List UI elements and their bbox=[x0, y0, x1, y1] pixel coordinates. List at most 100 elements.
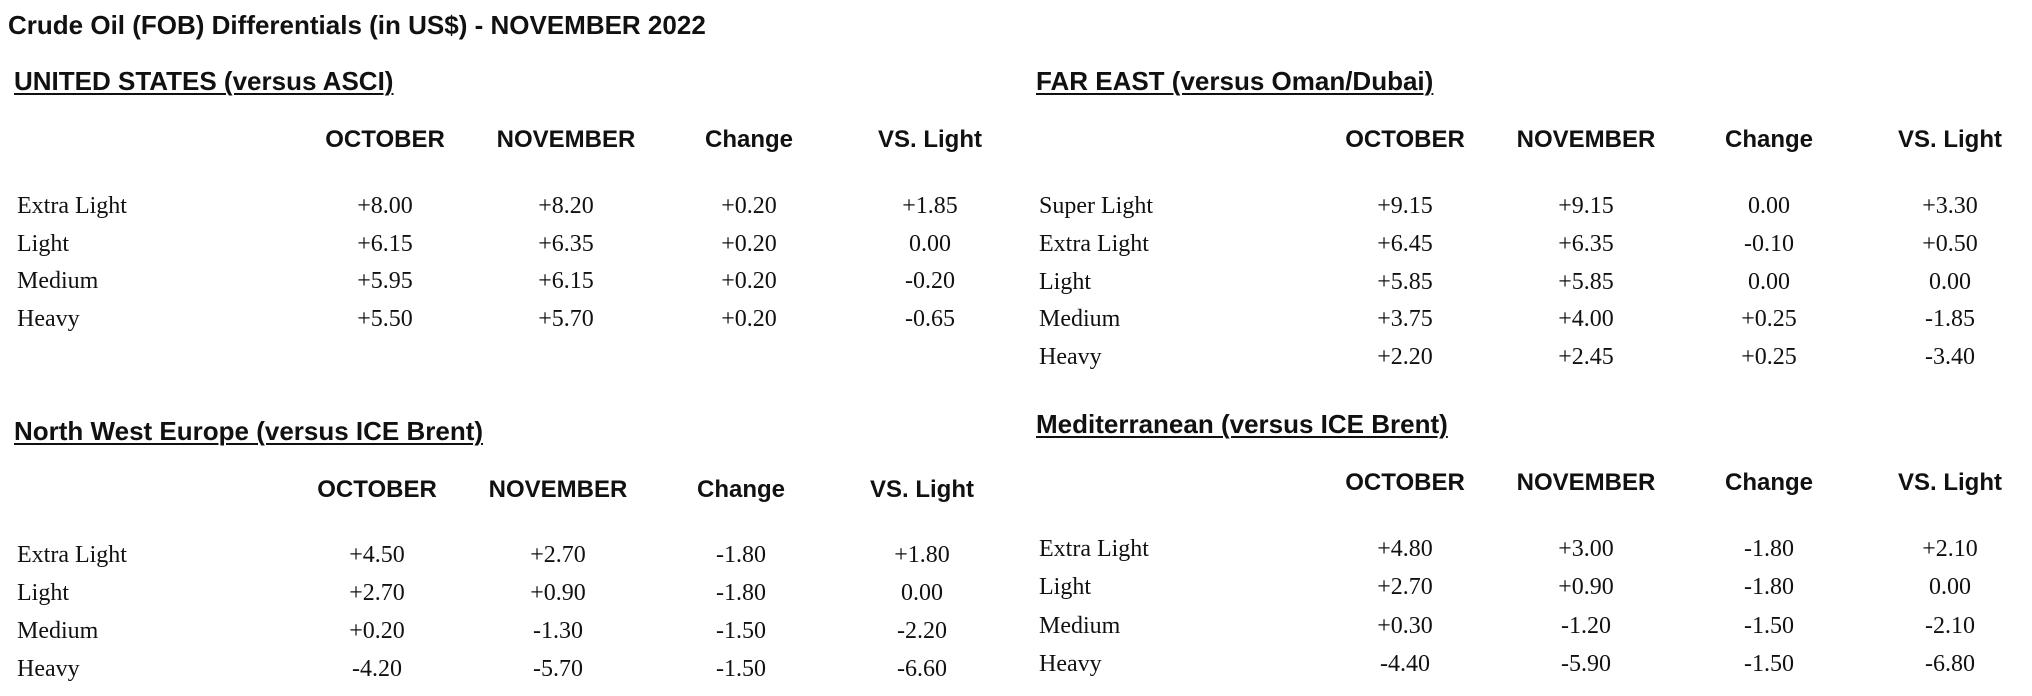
row-label: Heavy bbox=[17, 656, 80, 682]
cell-value: +5.70 bbox=[538, 305, 594, 332]
cell-value: +6.35 bbox=[538, 230, 594, 257]
column-header: NOVEMBER bbox=[1516, 469, 1656, 496]
cell-value: +0.25 bbox=[1741, 344, 1797, 371]
column-header: OCTOBER bbox=[325, 126, 445, 153]
section-heading: FAR EAST (versus Oman/Dubai) bbox=[1036, 66, 1434, 96]
column-header: VS. Light bbox=[1898, 126, 2002, 153]
cell-value: -5.70 bbox=[533, 656, 583, 682]
column-header: Change bbox=[704, 126, 794, 153]
cell-value: 0.00 bbox=[909, 230, 951, 257]
column-header: Change bbox=[1724, 126, 1814, 153]
cell-value: 0.00 bbox=[1929, 268, 1971, 295]
cell-value: +0.20 bbox=[721, 268, 777, 295]
row-label: Medium bbox=[17, 618, 99, 644]
row-label: Extra Light bbox=[17, 193, 127, 219]
cell-value: -3.40 bbox=[1925, 344, 1975, 371]
row-label: Heavy bbox=[1039, 651, 1102, 678]
cell-value: -4.20 bbox=[352, 656, 402, 682]
section-heading: Mediterranean (versus ICE Brent) bbox=[1036, 409, 1448, 439]
cell-value: -2.20 bbox=[897, 618, 947, 644]
cell-value: +5.85 bbox=[1558, 268, 1614, 295]
row-label: Heavy bbox=[1039, 344, 1102, 371]
cell-value: +0.90 bbox=[1558, 574, 1614, 601]
column-header: Change bbox=[696, 476, 786, 503]
cell-value: +3.75 bbox=[1377, 306, 1433, 333]
column-header: OCTOBER bbox=[1345, 126, 1465, 153]
row-label: Light bbox=[1039, 268, 1091, 295]
cell-value: +2.70 bbox=[1377, 574, 1433, 601]
column-header: NOVEMBER bbox=[488, 476, 628, 503]
cell-value: -1.30 bbox=[533, 618, 583, 644]
cell-value: -1.80 bbox=[716, 542, 766, 568]
cell-value: -1.80 bbox=[1744, 536, 1794, 562]
cell-value: +8.20 bbox=[538, 193, 594, 219]
cell-value: 0.00 bbox=[901, 580, 943, 606]
section-heading: North West Europe (versus ICE Brent) bbox=[14, 416, 484, 446]
cell-value: +5.85 bbox=[1377, 268, 1433, 295]
cell-value: -5.90 bbox=[1561, 651, 1611, 678]
row-label: Medium bbox=[1039, 306, 1121, 333]
column-header: NOVEMBER bbox=[496, 126, 636, 153]
cell-value: -1.50 bbox=[1744, 651, 1794, 678]
column-header: OCTOBER bbox=[1345, 469, 1465, 496]
cell-value: -1.50 bbox=[716, 618, 766, 644]
cell-value: +4.50 bbox=[349, 542, 405, 568]
cell-value: -0.10 bbox=[1744, 230, 1794, 257]
cell-value: +9.15 bbox=[1377, 193, 1433, 219]
row-label: Light bbox=[1039, 574, 1091, 601]
row-label: Super Light bbox=[1039, 193, 1153, 219]
cell-value: +6.35 bbox=[1558, 230, 1614, 257]
cell-value: -6.60 bbox=[897, 656, 947, 682]
cell-value: -6.80 bbox=[1925, 651, 1975, 678]
row-label: Light bbox=[17, 580, 69, 606]
cell-value: +6.15 bbox=[357, 230, 413, 257]
row-label: Extra Light bbox=[1039, 230, 1149, 257]
row-label: Heavy bbox=[17, 305, 80, 332]
column-header: OCTOBER bbox=[317, 476, 437, 503]
row-label: Medium bbox=[1039, 612, 1121, 639]
column-header: NOVEMBER bbox=[1516, 126, 1656, 153]
cell-value: +0.20 bbox=[721, 305, 777, 332]
cell-value: +0.20 bbox=[721, 230, 777, 257]
cell-value: -2.10 bbox=[1925, 612, 1975, 639]
row-label: Extra Light bbox=[1039, 536, 1149, 562]
row-label: Light bbox=[17, 230, 69, 257]
column-header: VS. Light bbox=[1898, 469, 2002, 496]
cell-value: 0.00 bbox=[1748, 268, 1790, 295]
column-header: VS. Light bbox=[870, 476, 974, 503]
cell-value: +2.70 bbox=[349, 580, 405, 606]
section-heading: UNITED STATES (versus ASCI) bbox=[14, 66, 394, 96]
cell-value: -1.80 bbox=[716, 580, 766, 606]
row-label: Extra Light bbox=[17, 542, 127, 568]
cell-value: +5.95 bbox=[357, 268, 413, 295]
cell-value: -1.20 bbox=[1561, 612, 1611, 639]
cell-value: -1.85 bbox=[1925, 306, 1975, 333]
cell-value: 0.00 bbox=[1929, 574, 1971, 601]
cell-value: -0.20 bbox=[905, 268, 955, 295]
cell-value: +0.50 bbox=[1922, 230, 1978, 257]
cell-value: -1.50 bbox=[716, 656, 766, 682]
cell-value: +2.10 bbox=[1922, 536, 1978, 562]
cell-value: +3.30 bbox=[1922, 193, 1978, 219]
cell-value: +3.00 bbox=[1558, 536, 1614, 562]
cell-value: +5.50 bbox=[357, 305, 413, 332]
cell-value: +6.15 bbox=[538, 268, 594, 295]
cell-value: +4.80 bbox=[1377, 536, 1433, 562]
cell-value: +2.70 bbox=[530, 542, 586, 568]
cell-value: +8.00 bbox=[357, 193, 413, 219]
cell-value: +2.45 bbox=[1558, 344, 1614, 371]
cell-value: +0.20 bbox=[721, 193, 777, 219]
page-title: Crude Oil (FOB) Differentials (in US$) -… bbox=[8, 10, 706, 40]
cell-value: -4.40 bbox=[1380, 651, 1430, 678]
cell-value: +9.15 bbox=[1558, 193, 1614, 219]
cell-value: +6.45 bbox=[1377, 230, 1433, 257]
cell-value: +0.30 bbox=[1377, 612, 1433, 639]
cell-value: +4.00 bbox=[1558, 306, 1614, 333]
cell-value: +0.20 bbox=[349, 618, 405, 644]
cell-value: +2.20 bbox=[1377, 344, 1433, 371]
cell-value: -1.80 bbox=[1744, 574, 1794, 601]
cell-value: -1.50 bbox=[1744, 612, 1794, 639]
cell-value: +0.90 bbox=[530, 580, 586, 606]
column-header: VS. Light bbox=[878, 126, 982, 153]
